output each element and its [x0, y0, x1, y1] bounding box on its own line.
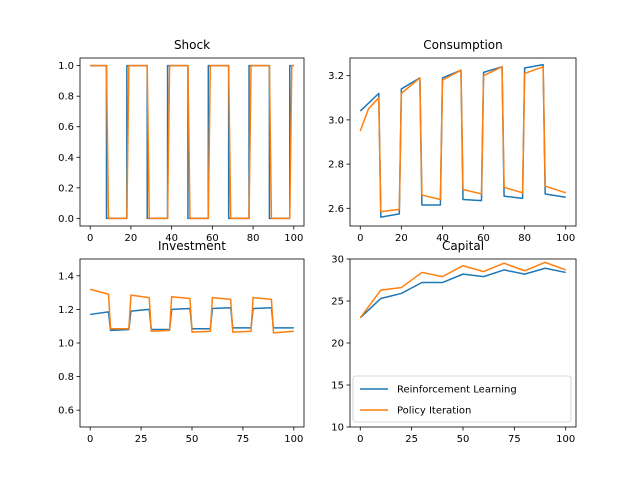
consumption-xtick-label: 20	[395, 233, 408, 244]
shock-axes-frame	[79, 57, 305, 227]
capital-ytick-label: 15	[331, 381, 344, 392]
investment-xtick-label: 75	[237, 434, 250, 445]
legend-box	[352, 375, 572, 423]
shock-xtick-label: 20	[125, 233, 138, 244]
shock-ytick-label: 0.2	[58, 183, 74, 194]
capital-xtick-label: 75	[508, 434, 521, 445]
capital-xtick-label: 100	[556, 434, 575, 445]
capital-series-reinforcement-learning-line	[359, 267, 566, 319]
consumption-xtick-label: 80	[518, 233, 531, 244]
legend: Reinforcement Learning Policy Iteration	[352, 375, 572, 423]
consumption-title: Consumption	[423, 38, 502, 52]
consumption-axes-frame	[349, 57, 577, 227]
capital-ytick-label: 20	[331, 339, 344, 350]
investment-xtick-label: 50	[186, 434, 199, 445]
investment-xtick-label: 25	[135, 434, 148, 445]
shock-ytick-label: 0.8	[58, 92, 74, 103]
consumption-series-policy-iteration-line	[359, 66, 566, 213]
consumption-xtick-label: 0	[357, 233, 363, 244]
capital-xtick-label: 0	[357, 434, 363, 445]
capital-xtick-label: 50	[457, 434, 470, 445]
capital-ytick-label: 25	[331, 297, 344, 308]
capital-ytick-label: 30	[331, 255, 344, 266]
consumption-subplot: Consumption 0 20 40 60 80 100 2.6 2.8 3.0 3.2	[328, 38, 577, 244]
capital-series-policy-iteration-line	[359, 261, 566, 319]
shock-xtick-label: 40	[165, 233, 178, 244]
consumption-ytick-label: 2.8	[328, 160, 344, 171]
investment-ytick-label: 0.8	[58, 372, 74, 383]
investment-title: Investment	[158, 239, 226, 253]
investment-xtick-label: 100	[284, 434, 303, 445]
consumption-xtick-label: 60	[477, 233, 490, 244]
shock-xtick-label: 0	[87, 233, 93, 244]
shock-title: Shock	[174, 38, 210, 52]
shock-series-policy-iteration-line	[90, 64, 294, 220]
shock-xtick-label: 60	[206, 233, 219, 244]
shock-ytick-label: 0.0	[58, 214, 74, 225]
investment-ytick-label: 1.4	[58, 271, 74, 282]
shock-ytick-label: 0.4	[58, 153, 74, 164]
investment-series-policy-iteration-line	[89, 288, 294, 334]
shock-xtick-label: 100	[284, 233, 303, 244]
shock-xtick-label: 80	[247, 233, 260, 244]
shock-ytick-label: 1.0	[58, 61, 74, 72]
capital-ytick-label: 10	[331, 423, 344, 434]
investment-ytick-label: 0.6	[58, 406, 74, 417]
capital-lines	[359, 261, 566, 319]
investment-lines	[89, 288, 294, 334]
capital-xtick-label: 25	[405, 434, 418, 445]
shock-ytick-label: 0.6	[58, 122, 74, 133]
consumption-xtick-label: 40	[436, 233, 449, 244]
capital-title: Capital	[442, 239, 484, 253]
legend-label-reinforcement-learning: Reinforcement Learning	[397, 385, 517, 396]
legend-label-policy-iteration: Policy Iteration	[397, 406, 471, 417]
capital-subplot: Capital 0 25 50 75 100 10 15 20 25 30 Reinforcement…	[331, 239, 577, 445]
consumption-ytick-label: 3.0	[328, 115, 344, 126]
investment-ytick-label: 1.0	[58, 339, 74, 350]
consumption-lines	[359, 63, 566, 218]
investment-subplot: Investment 0 25 50 75 100 0.6 0.8 1.0 1.2 1.4	[58, 239, 305, 445]
shock-subplot: Shock 0 20 40 60 80 100 0.0 0.2 0.4 0.6 0.8 1.0	[58, 38, 305, 244]
shock-lines	[90, 64, 294, 220]
investment-xtick-label: 0	[87, 434, 93, 445]
investment-ytick-label: 1.2	[58, 305, 74, 316]
consumption-ytick-label: 3.2	[328, 71, 344, 82]
consumption-ytick-label: 2.6	[328, 204, 344, 215]
consumption-xtick-label: 100	[556, 233, 575, 244]
